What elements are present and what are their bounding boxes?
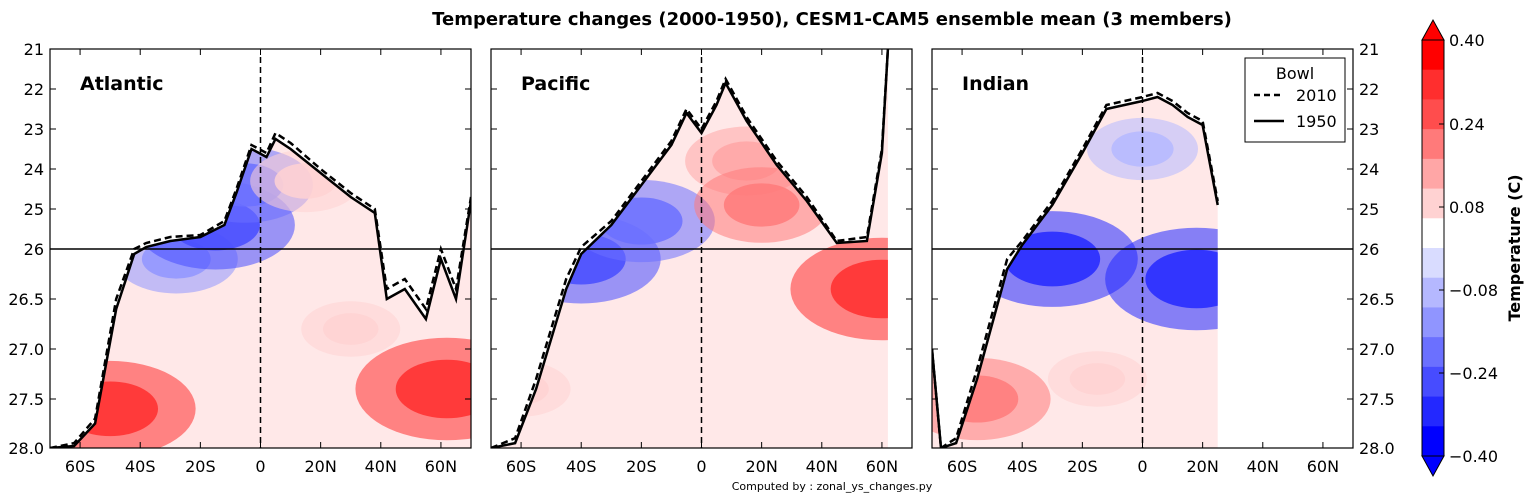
- y-tick-label-right: 24: [1359, 160, 1379, 179]
- colorbar-segment: [1422, 129, 1444, 160]
- x-tick-label: 0: [1137, 457, 1147, 476]
- y-tick-label-left: 23: [24, 120, 44, 139]
- y-tick-label-right: 22: [1359, 80, 1379, 99]
- colorbar-segment: [1422, 366, 1444, 398]
- anomaly-patch-core: [274, 163, 337, 199]
- y-tick-label-left: 27.5: [8, 390, 44, 409]
- y-tick-label-right: 27.5: [1359, 390, 1395, 409]
- x-tick-label: 60N: [425, 457, 457, 476]
- y-tick-label-right: 23: [1359, 120, 1379, 139]
- y-tick-label-left: 28.0: [8, 439, 44, 458]
- colorbar-segment: [1422, 248, 1444, 279]
- panels-group: Atlantic 60S 40S 20S 0 20N 40N 60N Pacific 60S 40S…: [8, 40, 1394, 476]
- panel-label: Atlantic: [80, 73, 164, 95]
- y-tick-label-right: 28.0: [1359, 439, 1395, 458]
- colorbar-segment: [1422, 277, 1444, 308]
- colorbar-tick-label: −0.24: [1449, 364, 1498, 383]
- x-tick-label: 40S: [1007, 457, 1038, 476]
- anomaly-patch-core: [62, 381, 159, 437]
- x-tick-label: 20N: [1186, 457, 1218, 476]
- colorbar-segment: [1422, 426, 1444, 457]
- x-tick-label: 40S: [125, 457, 156, 476]
- x-tick-label: 60N: [1307, 457, 1339, 476]
- x-tick-label: 20N: [304, 457, 336, 476]
- x-tick-label: 60S: [65, 457, 96, 476]
- colorbar-segment: [1422, 188, 1444, 219]
- x-tick-label: 60S: [947, 457, 978, 476]
- colorbar-tick-label: −0.40: [1449, 447, 1498, 466]
- y-tick-label-right: 21: [1359, 40, 1379, 59]
- x-tick-label: 60S: [506, 457, 537, 476]
- panel-label: Pacific: [521, 73, 590, 95]
- x-tick-label: 40N: [365, 457, 397, 476]
- y-tick-label-left: 25: [24, 200, 44, 219]
- colorbar-segment: [1422, 40, 1444, 71]
- colorbar: 0.40 0.24 0.08 −0.08 −0.24 −0.40 Temperature (…: [1421, 18, 1524, 478]
- bowl-2010-line: [491, 49, 890, 448]
- anomaly-patch-core: [830, 259, 888, 319]
- colorbar-segment: [1422, 99, 1444, 130]
- x-tick-label: 20S: [1067, 457, 1098, 476]
- x-tick-label: 60N: [866, 457, 898, 476]
- y-tick-label-left: 26.5: [8, 290, 44, 309]
- colorbar-tick-label: 0.40: [1449, 31, 1485, 50]
- x-tick-label: 0: [255, 457, 265, 476]
- y-tick-label-left: 24: [24, 160, 44, 179]
- y-tick-label-left: 21: [24, 40, 44, 59]
- colorbar-tick-label: 0.24: [1449, 115, 1485, 134]
- legend-entry-label: 2010: [1296, 86, 1337, 105]
- colorbar-segment: [1422, 69, 1444, 100]
- y-tick-label-right: 25: [1359, 200, 1379, 219]
- panel-atlantic: Atlantic 60S 40S 20S 0 20N 40N 60N: [49, 48, 472, 476]
- chart-title: Temperature changes (2000-1950), CESM1-C…: [432, 9, 1232, 30]
- y-tick-label-right: 27.0: [1359, 340, 1395, 359]
- anomaly-patch-core: [1004, 231, 1101, 287]
- colorbar-label: Temperature (C): [1505, 174, 1524, 321]
- anomaly-patch-core: [1069, 363, 1126, 395]
- x-tick-label: 40N: [1247, 457, 1279, 476]
- colorbar-segment: [1422, 158, 1444, 190]
- y-tick-label-left: 27.0: [8, 340, 44, 359]
- colorbar-tick-label: −0.08: [1449, 281, 1498, 300]
- x-tick-label: 0: [696, 457, 706, 476]
- colorbar-segment: [1422, 337, 1444, 368]
- y-tick-label-right: 26.5: [1359, 290, 1395, 309]
- legend-title: Bowl: [1276, 64, 1314, 83]
- anomaly-patch-core: [723, 183, 800, 227]
- y-tick-label-left: 22: [24, 80, 44, 99]
- colorbar-segment: [1422, 307, 1444, 338]
- x-tick-label: 20N: [745, 457, 777, 476]
- anomaly-patch-core: [1145, 249, 1218, 309]
- y-tick-label-right: 26: [1359, 240, 1379, 259]
- anomaly-patch-core: [395, 359, 471, 419]
- x-tick-label: 40S: [566, 457, 597, 476]
- colorbar-extend-top: [1421, 18, 1445, 41]
- bowl-1950-line: [50, 137, 471, 448]
- x-tick-label: 20S: [185, 457, 216, 476]
- anomaly-patch-core: [322, 313, 379, 345]
- colorbar-tick-label: 0.08: [1449, 198, 1485, 217]
- anomaly-region: [932, 97, 1218, 448]
- bowl-2010-line: [50, 131, 471, 448]
- colorbar-segment: [1422, 396, 1444, 427]
- panel-label: Indian: [962, 73, 1029, 95]
- panel-indian: Indian 60S 40S 20S 0 20N 40N 60N: [931, 48, 1354, 476]
- anomaly-patch: [491, 361, 571, 417]
- panel-pacific: Pacific 60S 40S 20S 0 20N 40N 60N: [490, 48, 913, 476]
- legend-entry-label: 1950: [1296, 112, 1337, 131]
- x-tick-label: 40N: [806, 457, 838, 476]
- colorbar-extend-bottom: [1421, 455, 1445, 478]
- anomaly-field: [932, 97, 1218, 448]
- legend-box: [1244, 57, 1346, 143]
- x-tick-label: 20S: [626, 457, 657, 476]
- colorbar-frame: [1421, 39, 1445, 457]
- legend: Bowl 2010 1950: [1244, 57, 1346, 143]
- y-tick-label-left: 26: [24, 240, 44, 259]
- colorbar-segment: [1422, 218, 1444, 249]
- credit-text: Computed by : zonal_ys_changes.py: [732, 480, 933, 493]
- bowl-1950-line: [932, 95, 1219, 448]
